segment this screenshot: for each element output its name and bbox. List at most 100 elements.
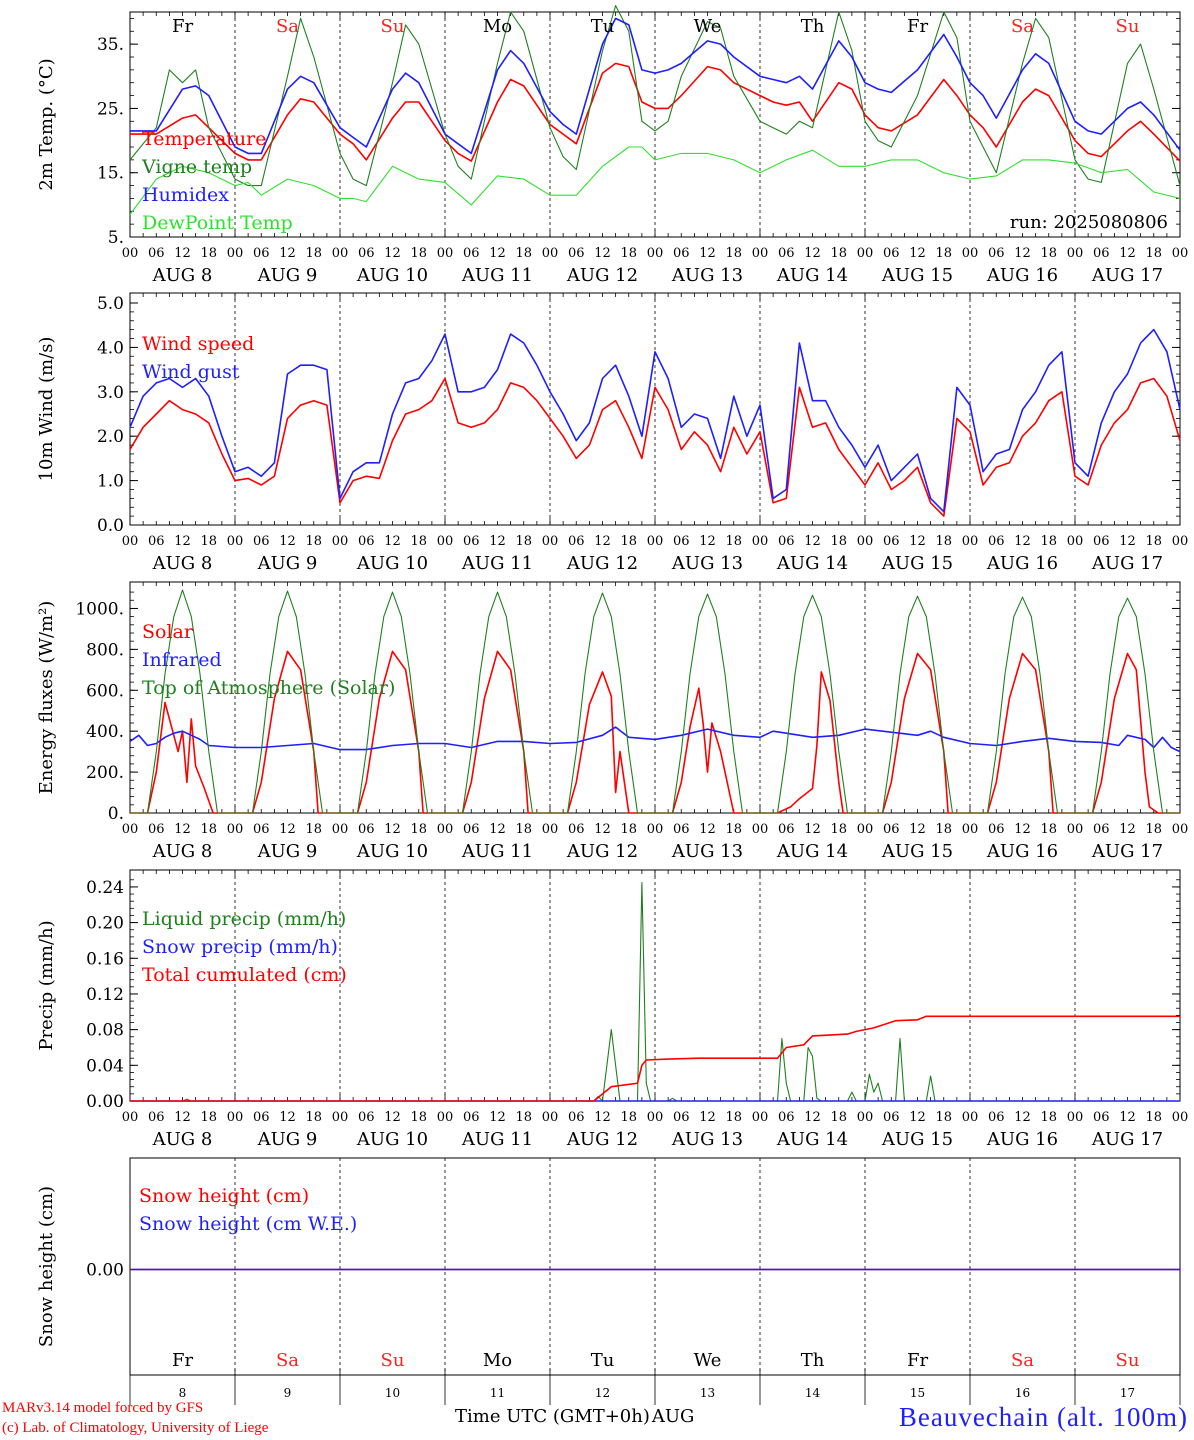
date-label: AUG 13 xyxy=(671,553,743,574)
hour-tick-label: 06 xyxy=(1093,1110,1110,1125)
date-label: AUG 10 xyxy=(356,553,428,574)
hour-tick-label: 12 xyxy=(594,246,611,261)
hour-tick-label: 18 xyxy=(830,534,847,549)
hour-tick-label: 18 xyxy=(1145,246,1162,261)
y-tick-label: 0.12 xyxy=(86,985,124,1005)
day-of-week-label: Fr xyxy=(907,1350,928,1371)
date-label: AUG 15 xyxy=(881,841,953,862)
y-tick-label: 5. xyxy=(108,228,124,248)
panel-snow: 0.00 Snow height (cm) Snow height (cm) Snow… xyxy=(36,1157,1181,1405)
hour-tick-label: 18 xyxy=(305,822,322,837)
day-number-label: 9 xyxy=(284,1386,292,1400)
hour-tick-label: 18 xyxy=(200,534,217,549)
hour-tick-label: 00 xyxy=(1067,534,1084,549)
hour-tick-label: 00 xyxy=(857,822,874,837)
date-label: AUG 12 xyxy=(566,553,638,574)
hour-tick-label: 06 xyxy=(463,822,480,837)
day-of-week-label: Su xyxy=(381,16,405,37)
hour-tick-label: 06 xyxy=(778,246,795,261)
y-tick-label: 0.00 xyxy=(86,1092,124,1112)
series-line-temperature xyxy=(130,62,1181,162)
hour-tick-label: 00 xyxy=(647,822,664,837)
hour-tick-label: 00 xyxy=(647,246,664,261)
hour-tick-label: 06 xyxy=(253,1110,270,1125)
day-of-week-label: Mo xyxy=(483,16,512,37)
day-of-week-label: Th xyxy=(801,16,825,37)
hour-tick-label: 06 xyxy=(568,822,585,837)
hour-tick-label: 06 xyxy=(673,822,690,837)
hour-tick-label: 00 xyxy=(752,534,769,549)
y-axis-label: Snow height (cm) xyxy=(36,1186,57,1347)
series-line-humidex xyxy=(130,17,1181,155)
hour-tick-label: 18 xyxy=(1040,534,1057,549)
day-of-week-label: Sa xyxy=(1011,16,1034,37)
hour-tick-label: 18 xyxy=(200,822,217,837)
date-label: AUG 17 xyxy=(1091,841,1163,862)
y-tick-label: 0.0 xyxy=(97,516,124,536)
y-tick-label: 4.0 xyxy=(97,338,124,358)
hour-tick-label: 00 xyxy=(1172,246,1189,261)
hour-tick-label: 00 xyxy=(647,1110,664,1125)
date-label: AUG 11 xyxy=(461,553,533,574)
date-label: AUG 14 xyxy=(776,841,848,862)
hour-tick-label: 06 xyxy=(358,822,375,837)
date-label: AUG 12 xyxy=(566,1129,638,1150)
y-tick-label: 0.24 xyxy=(86,878,124,898)
hour-tick-label: 00 xyxy=(122,246,139,261)
series-line-wind-speed xyxy=(129,377,1181,517)
hour-tick-label: 06 xyxy=(988,246,1005,261)
date-label: AUG 10 xyxy=(356,1129,428,1150)
series-line-vigne-temp xyxy=(129,5,1181,187)
y-tick-label: 0.08 xyxy=(86,1021,124,1041)
hour-tick-label: 06 xyxy=(148,1110,165,1125)
hour-tick-label: 18 xyxy=(620,534,637,549)
date-label: AUG 16 xyxy=(986,841,1058,862)
series-line-total-cumulated-cm- xyxy=(130,1015,1180,1102)
day-of-week-label: Su xyxy=(1116,1350,1140,1371)
hour-tick-label: 18 xyxy=(725,822,742,837)
hour-tick-label: 00 xyxy=(752,822,769,837)
hour-tick-label: 18 xyxy=(620,1110,637,1125)
day-of-week-label: Sa xyxy=(276,1350,299,1371)
hour-tick-label: 12 xyxy=(279,246,296,261)
hour-tick-label: 06 xyxy=(148,534,165,549)
y-tick-label: 0.20 xyxy=(86,914,124,934)
day-number-label: 12 xyxy=(595,1386,610,1400)
hour-tick-label: 12 xyxy=(384,246,401,261)
hour-tick-label: 18 xyxy=(410,534,427,549)
hour-tick-label: 06 xyxy=(778,1110,795,1125)
legend-entry: Temperature xyxy=(142,128,266,150)
y-tick-label: 2.0 xyxy=(97,427,124,447)
hour-tick-label: 18 xyxy=(305,1110,322,1125)
hour-tick-label: 06 xyxy=(358,534,375,549)
hour-tick-label: 00 xyxy=(1172,534,1189,549)
hour-tick-label: 06 xyxy=(358,246,375,261)
hour-tick-label: 18 xyxy=(1145,1110,1162,1125)
hour-tick-label: 12 xyxy=(174,246,191,261)
hour-tick-label: 12 xyxy=(384,534,401,549)
y-tick-label: 800. xyxy=(86,640,124,660)
y-axis-label: 10m Wind (m/s) xyxy=(36,337,57,482)
hour-tick-label: 12 xyxy=(384,1110,401,1125)
hour-tick-label: 12 xyxy=(1119,1110,1136,1125)
date-label: AUG 13 xyxy=(671,265,743,286)
legend-entry: Vigne temp xyxy=(141,156,252,178)
date-label: AUG 12 xyxy=(566,265,638,286)
series-line-infrared xyxy=(129,726,1181,753)
date-label: AUG 16 xyxy=(986,1129,1058,1150)
hour-tick-label: 12 xyxy=(384,822,401,837)
legend-entry: Liquid precip (mm/h) xyxy=(142,908,346,930)
date-label: AUG 8 xyxy=(152,265,213,286)
hour-tick-label: 06 xyxy=(148,246,165,261)
xaxis-title: Time UTC (GMT+0h) AUG xyxy=(455,1406,695,1427)
legend-entry: Wind gust xyxy=(142,361,240,383)
y-tick-label: 5.0 xyxy=(97,294,124,314)
day-number-label: 15 xyxy=(910,1386,925,1400)
hour-tick-label: 12 xyxy=(279,822,296,837)
date-label: AUG 10 xyxy=(356,841,428,862)
panel-precip: 0.00 0.04 0.08 0.12 0.16 0.20 0.24 Precip (mm/h… xyxy=(36,869,1188,1150)
hour-tick-label: 00 xyxy=(1172,822,1189,837)
hour-tick-label: 18 xyxy=(410,1110,427,1125)
date-label: AUG 9 xyxy=(257,265,318,286)
